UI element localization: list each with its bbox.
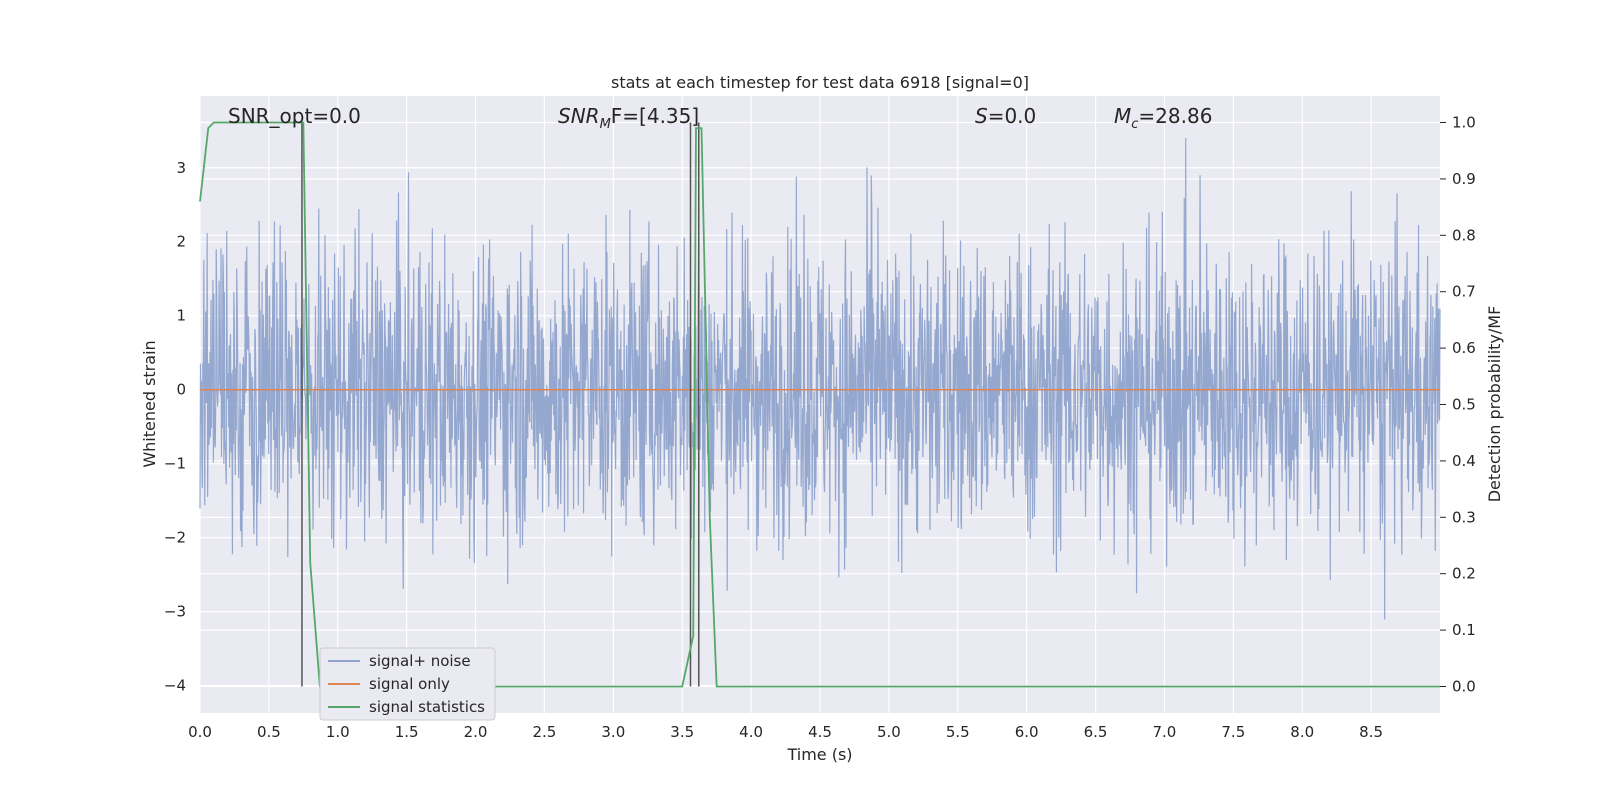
x-tick-label: 8.5 [1359, 723, 1383, 741]
x-tick-label: 4.0 [739, 723, 763, 741]
x-tick-label: 1.0 [326, 723, 350, 741]
y-left-tick-label: −1 [164, 455, 186, 473]
signal-noise-series [199, 138, 1441, 620]
y-right-tick-label: 0.3 [1452, 508, 1476, 526]
snr-mf-sub: M [600, 117, 611, 132]
y-left-tick-label: 0 [176, 381, 186, 399]
annotation-s: S=0.0 [975, 104, 1036, 128]
annotation-mc: Mc=28.86 [1114, 104, 1212, 132]
x-tick-label: 3.5 [670, 723, 694, 741]
x-tick-label: 0.5 [257, 723, 281, 741]
y-axis-label-left: Whitened strain [140, 340, 159, 467]
snr-mf-main: SNR [558, 104, 600, 128]
x-tick-label: 0.0 [188, 723, 212, 741]
x-tick-label: 5.0 [877, 723, 901, 741]
y-right-tick-label: 0.4 [1452, 452, 1476, 470]
x-axis-label: Time (s) [786, 745, 852, 764]
x-tick-label: 7.5 [1221, 723, 1245, 741]
tick-labels: 0.0 0.5 1.0 1.5 2.0 2.5 3.0 3.5 4.0 4.5 5.0 5.5 6.0 6… [164, 114, 1476, 741]
y-left-tick-label: 1 [176, 307, 186, 325]
y-right-tick-label: 0.8 [1452, 226, 1476, 244]
legend-label-signal: signal only [369, 675, 450, 693]
x-tick-label: 2.5 [533, 723, 557, 741]
y-left-tick-label: 2 [176, 233, 186, 251]
s-main: S [975, 104, 988, 128]
x-tick-label: 6.0 [1015, 723, 1039, 741]
x-tick-label: 2.0 [464, 723, 488, 741]
x-tick-label: 7.0 [1153, 723, 1177, 741]
x-tick-label: 6.5 [1084, 723, 1108, 741]
x-tick-label: 4.5 [808, 723, 832, 741]
legend: signal+ noise signal only signal statist… [319, 647, 496, 721]
x-tick-label: 8.0 [1290, 723, 1314, 741]
y-right-tick-label: 1.0 [1452, 114, 1476, 132]
x-tick-label: 5.5 [946, 723, 970, 741]
legend-box [319, 647, 496, 721]
x-tick-label: 1.5 [395, 723, 419, 741]
y-right-tick-label: 0.2 [1452, 565, 1476, 583]
mc-sub: c [1131, 117, 1138, 132]
mc-main: M [1114, 104, 1131, 128]
legend-label-noise: signal+ noise [369, 652, 471, 670]
snr-mf-tail: F=[4.35] [611, 104, 699, 128]
y-right-tick-label: 0.6 [1452, 339, 1476, 357]
annotation-snr-mf: SNRMF=[4.35] [558, 104, 699, 132]
y-right-tick-label: 0.0 [1452, 677, 1476, 695]
y-right-tick-label: 0.5 [1452, 396, 1476, 414]
noise-trace [199, 138, 1441, 620]
y-left-tick-label: −2 [164, 529, 186, 547]
mc-tail: =28.86 [1138, 104, 1212, 128]
vertical-markers [301, 122, 700, 687]
y-right-tick-label: 0.9 [1452, 170, 1476, 188]
y-right-tick-label: 0.7 [1452, 283, 1476, 301]
y-left-tick-label: −4 [164, 677, 186, 695]
s-tail: =0.0 [988, 104, 1037, 128]
chart-title: stats at each timestep for test data 691… [611, 73, 1029, 92]
y-left-tick-label: −3 [164, 603, 186, 621]
y-left-tick-label: 3 [176, 159, 186, 177]
y-axis-label-right: Detection probability/MF [1485, 306, 1504, 503]
y-right-tick-label: 0.1 [1452, 621, 1476, 639]
legend-label-stats: signal statistics [369, 698, 485, 716]
annotation-snr-opt: SNR_opt=0.0 [228, 104, 361, 128]
x-tick-label: 3.0 [601, 723, 625, 741]
